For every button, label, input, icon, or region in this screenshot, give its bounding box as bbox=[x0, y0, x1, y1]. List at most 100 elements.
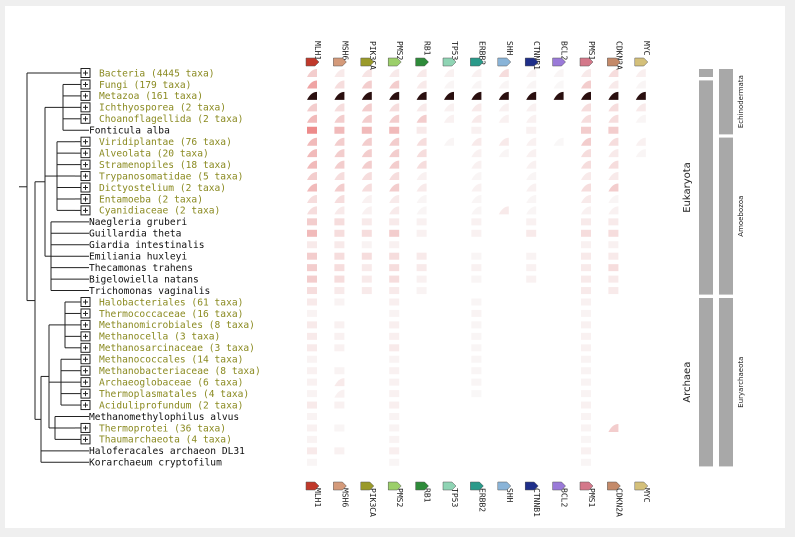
presence-wedge bbox=[416, 149, 427, 158]
subgroup-label: Echinodermata bbox=[737, 75, 745, 128]
presence-wedge bbox=[526, 183, 537, 192]
taxon-label[interactable]: Thermococcaceae (16 taxa) bbox=[99, 309, 243, 320]
presence-wedge bbox=[608, 91, 619, 100]
taxon-label[interactable]: Archaeoglobaceae (6 taxa) bbox=[99, 377, 243, 388]
presence-wedge bbox=[581, 194, 591, 203]
presence-bar bbox=[307, 355, 317, 363]
presence-wedge bbox=[608, 194, 619, 203]
taxon-label[interactable]: Methanobacteriaceae (8 taxa) bbox=[99, 366, 261, 377]
presence-bar bbox=[307, 298, 317, 306]
gene-marker-icon bbox=[333, 57, 347, 67]
taxon-label[interactable]: Korarchaeum cryptofilum bbox=[89, 458, 222, 469]
presence-wedge bbox=[444, 91, 454, 100]
taxon-label[interactable]: Stramenopiles (18 taxa) bbox=[99, 160, 232, 171]
taxon-label[interactable]: Dictyostelium (2 taxa) bbox=[99, 183, 226, 194]
taxon-label[interactable]: Naegleria gruberi bbox=[89, 217, 187, 228]
presence-wedge bbox=[361, 91, 372, 100]
taxon-label[interactable]: Fonticula alba bbox=[89, 126, 170, 137]
presence-bar bbox=[608, 287, 619, 295]
group-label: Eukaryota bbox=[682, 162, 693, 213]
taxon-label[interactable]: Metazoa (161 taxa) bbox=[99, 91, 203, 102]
presence-wedge bbox=[581, 172, 591, 181]
subgroup-bar bbox=[719, 298, 733, 467]
taxon-label[interactable]: Guillardia theta bbox=[89, 229, 181, 240]
taxon-label[interactable]: Bacteria (4445 taxa) bbox=[99, 68, 215, 79]
presence-wedge bbox=[334, 80, 345, 89]
taxon-label[interactable]: Emiliania huxleyi bbox=[89, 252, 187, 263]
presence-wedge bbox=[361, 183, 372, 192]
presence-wedge bbox=[334, 183, 345, 192]
presence-wedge bbox=[498, 91, 509, 100]
presence-bar bbox=[389, 435, 400, 443]
presence-bar bbox=[389, 424, 400, 432]
presence-wedge bbox=[553, 137, 564, 146]
taxon-label[interactable]: Aciduliprofundum (2 taxa) bbox=[99, 400, 243, 411]
presence-wedge bbox=[361, 160, 372, 169]
presence-bar bbox=[581, 435, 591, 443]
presence-bar bbox=[307, 309, 317, 317]
presence-bar bbox=[361, 229, 372, 237]
taxon-label[interactable]: Bigelowiella natans bbox=[89, 274, 199, 285]
taxon-label[interactable]: Thaumarchaeota (4 taxa) bbox=[99, 435, 232, 446]
presence-bar bbox=[471, 229, 482, 237]
presence-wedge bbox=[416, 69, 427, 77]
presence-wedge bbox=[635, 91, 646, 100]
taxon-label[interactable]: Methanomethylophilus alvus bbox=[89, 412, 239, 423]
presence-wedge bbox=[471, 69, 482, 77]
taxon-label[interactable]: Methanosarcinaceae (3 taxa) bbox=[99, 343, 255, 354]
presence-wedge bbox=[416, 137, 427, 146]
gene-column-label: RB1 bbox=[423, 488, 432, 503]
gene-column-label: CDKN2A bbox=[614, 488, 623, 517]
taxon-label[interactable]: Choanoflagellida (2 taxa) bbox=[99, 114, 243, 125]
gene-marker-icon bbox=[470, 57, 484, 67]
taxon-label[interactable]: Giardia intestinalis bbox=[89, 240, 205, 251]
presence-bar bbox=[307, 424, 317, 432]
taxon-label[interactable]: Ichthyosporea (2 taxa) bbox=[99, 103, 226, 114]
taxon-label[interactable]: Thermoplasmatales (4 taxa) bbox=[99, 389, 249, 400]
taxon-label[interactable]: Haloferacales archaeon DL31 bbox=[89, 446, 245, 457]
taxon-label[interactable]: Entamoeba (2 taxa) bbox=[99, 194, 203, 205]
presence-wedge bbox=[526, 91, 537, 100]
taxon-label[interactable]: Alveolata (20 taxa) bbox=[99, 148, 209, 159]
taxon-label[interactable]: Trypanosomatidae (5 taxa) bbox=[99, 171, 243, 182]
presence-wedge bbox=[471, 172, 482, 181]
taxon-label[interactable]: Methanomicrobiales (8 taxa) bbox=[99, 320, 255, 331]
presence-bar bbox=[389, 264, 400, 272]
subgroup-bar bbox=[719, 69, 733, 135]
gene-column-label: SHH bbox=[505, 41, 514, 56]
presence-bar bbox=[471, 344, 482, 352]
presence-bar bbox=[526, 126, 537, 134]
presence-bar bbox=[389, 401, 400, 409]
taxon-label[interactable]: Halobacteriales (61 taxa) bbox=[99, 297, 243, 308]
presence-wedge bbox=[581, 160, 591, 169]
presence-bar bbox=[471, 309, 482, 317]
presence-wedge bbox=[334, 103, 345, 112]
presence-wedge bbox=[361, 103, 372, 112]
taxon-label[interactable]: Cyanidiaceae (2 taxa) bbox=[99, 206, 220, 217]
taxon-label[interactable]: Thermoprotei (36 taxa) bbox=[99, 423, 226, 434]
presence-wedge bbox=[389, 69, 400, 77]
presence-wedge bbox=[581, 183, 591, 192]
gene-marker-icon bbox=[552, 481, 566, 491]
presence-bar bbox=[526, 252, 537, 260]
presence-bar bbox=[334, 447, 345, 455]
taxon-label[interactable]: Trichomonas vaginalis bbox=[89, 286, 210, 297]
taxon-label[interactable]: Viridiplantae (76 taxa) bbox=[99, 137, 232, 148]
presence-bar bbox=[471, 298, 482, 306]
taxon-label[interactable]: Methanococcales (14 taxa) bbox=[99, 355, 243, 366]
gene-marker-icon bbox=[415, 57, 429, 67]
taxon-label[interactable]: Fungi (179 taxa) bbox=[99, 80, 191, 91]
presence-bar bbox=[307, 332, 317, 340]
taxon-label[interactable]: Thecamonas trahens bbox=[89, 263, 193, 274]
taxon-label[interactable]: Methanocella (3 taxa) bbox=[99, 332, 220, 343]
presence-bar bbox=[307, 218, 317, 226]
presence-wedge bbox=[444, 69, 454, 77]
presence-wedge bbox=[608, 206, 619, 215]
presence-bar bbox=[526, 275, 537, 283]
presence-bar bbox=[389, 378, 400, 386]
gene-marker-icon bbox=[579, 57, 594, 67]
presence-bar bbox=[307, 287, 317, 295]
presence-bar bbox=[416, 264, 427, 272]
presence-wedge bbox=[608, 103, 619, 112]
presence-bar bbox=[416, 287, 427, 295]
